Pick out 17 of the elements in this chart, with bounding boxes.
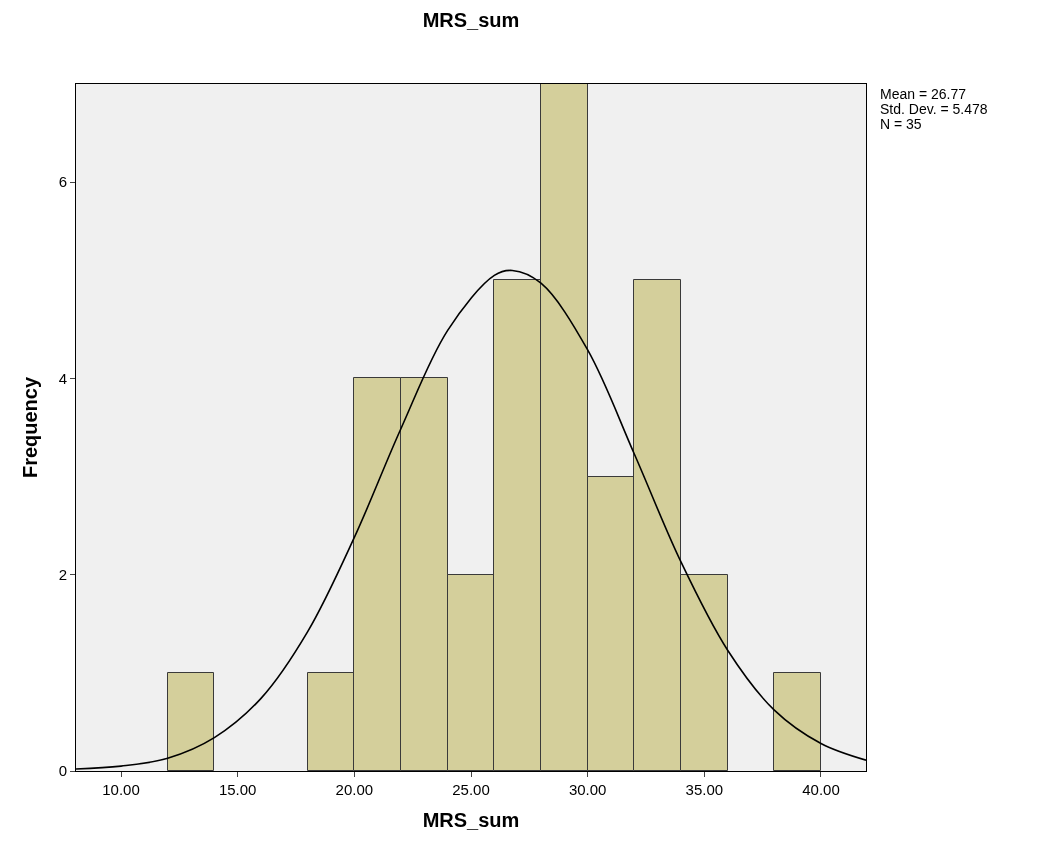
- x-tick-label: 15.00: [218, 781, 257, 798]
- y-tick-label: 0: [58, 762, 67, 780]
- y-tick-label: 6: [58, 173, 67, 191]
- y-tick-label: 2: [58, 565, 67, 583]
- y-axis-title: Frequency: [19, 376, 42, 479]
- x-axis-title: MRS_sum: [422, 808, 520, 831]
- x-tick-label: 30.00: [568, 781, 607, 798]
- x-tick-label: 10.00: [102, 781, 140, 798]
- text: Mean = 26.77: [880, 86, 967, 102]
- x-tick-label: 20.00: [335, 781, 374, 798]
- chart-title: MRS_sum: [422, 8, 520, 31]
- text: Std. Dev. = 5.478: [880, 101, 988, 117]
- text: N = 35: [880, 116, 922, 132]
- x-tick-label: 40.00: [802, 781, 840, 798]
- x-tick-label: 25.00: [452, 781, 490, 798]
- y-tick-label: 4: [58, 369, 67, 387]
- x-tick-label: 35.00: [685, 781, 724, 798]
